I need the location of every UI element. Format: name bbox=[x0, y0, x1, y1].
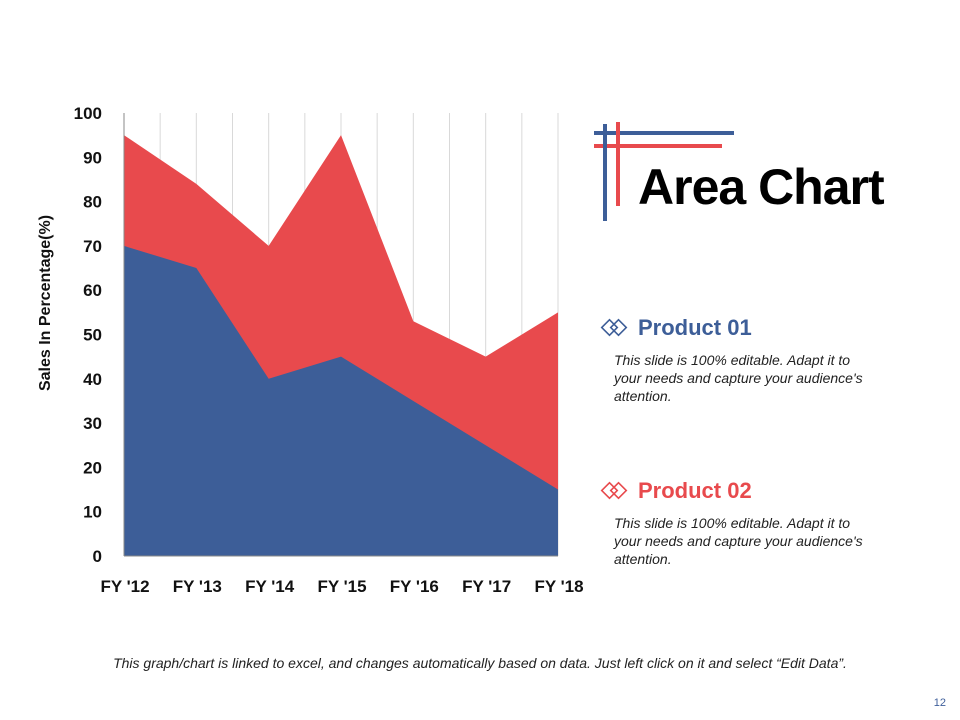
y-tick-label: 60 bbox=[83, 281, 102, 300]
x-tick-label: FY '15 bbox=[317, 577, 366, 596]
y-tick-label: 100 bbox=[74, 104, 102, 123]
title-decoration bbox=[594, 122, 734, 221]
diamond-icon bbox=[600, 481, 628, 500]
x-tick-label: FY '18 bbox=[534, 577, 583, 596]
y-tick-label: 80 bbox=[83, 193, 102, 212]
y-tick-label: 70 bbox=[83, 237, 102, 256]
diamond-icon bbox=[600, 318, 628, 337]
y-tick-label: 10 bbox=[83, 503, 102, 522]
product-01-block: Product 01 This slide is 100% editable. … bbox=[598, 313, 898, 405]
product-02-description: This slide is 100% editable. Adapt it to… bbox=[614, 515, 863, 567]
y-tick-label: 0 bbox=[93, 547, 102, 566]
page-number: 12 bbox=[933, 697, 946, 709]
area-chart: 0 10 20 30 40 50 60 70 80 90 100 FY '12 FY '13 FY '14… bbox=[37, 104, 584, 596]
y-tick-label: 20 bbox=[83, 458, 102, 477]
page-title: Area Chart bbox=[638, 159, 885, 215]
footer-note: This graph/chart is linked to excel, and… bbox=[113, 655, 847, 671]
y-tick-label: 30 bbox=[83, 414, 102, 433]
chart-areas bbox=[123, 135, 559, 556]
y-tick-label: 90 bbox=[83, 148, 102, 167]
x-tick-label: FY '17 bbox=[462, 577, 511, 596]
x-tick-label: FY '13 bbox=[173, 577, 222, 596]
y-tick-label: 50 bbox=[83, 326, 102, 345]
product-02-title: Product 02 bbox=[638, 478, 752, 503]
chart-tick-labels: 0 10 20 30 40 50 60 70 80 90 100 FY '12 FY '13 FY '14… bbox=[74, 104, 584, 596]
title-block: Area Chart bbox=[590, 118, 940, 228]
area-series-1 bbox=[124, 245, 558, 556]
product-02-block: Product 02 This slide is 100% editable. … bbox=[598, 476, 898, 568]
x-tick-label: FY '12 bbox=[100, 577, 149, 596]
product-01-title: Product 01 bbox=[638, 315, 752, 340]
x-tick-label: FY '16 bbox=[390, 577, 439, 596]
product-01-description: This slide is 100% editable. Adapt it to… bbox=[614, 352, 863, 404]
y-tick-label: 40 bbox=[83, 370, 102, 389]
x-tick-label: FY '14 bbox=[245, 577, 295, 596]
y-axis-label: Sales In Percentage(%) bbox=[37, 215, 54, 391]
chart-axes bbox=[123, 113, 558, 557]
